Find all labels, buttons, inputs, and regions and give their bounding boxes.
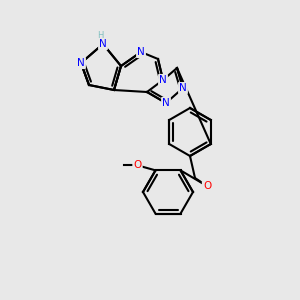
Text: H: H: [97, 31, 103, 40]
Text: O: O: [203, 181, 211, 191]
Text: N: N: [179, 83, 187, 93]
Text: O: O: [134, 160, 142, 170]
Text: N: N: [159, 75, 167, 85]
Text: N: N: [99, 39, 107, 49]
Text: N: N: [137, 47, 145, 57]
Text: N: N: [162, 98, 170, 108]
Text: N: N: [77, 58, 85, 68]
